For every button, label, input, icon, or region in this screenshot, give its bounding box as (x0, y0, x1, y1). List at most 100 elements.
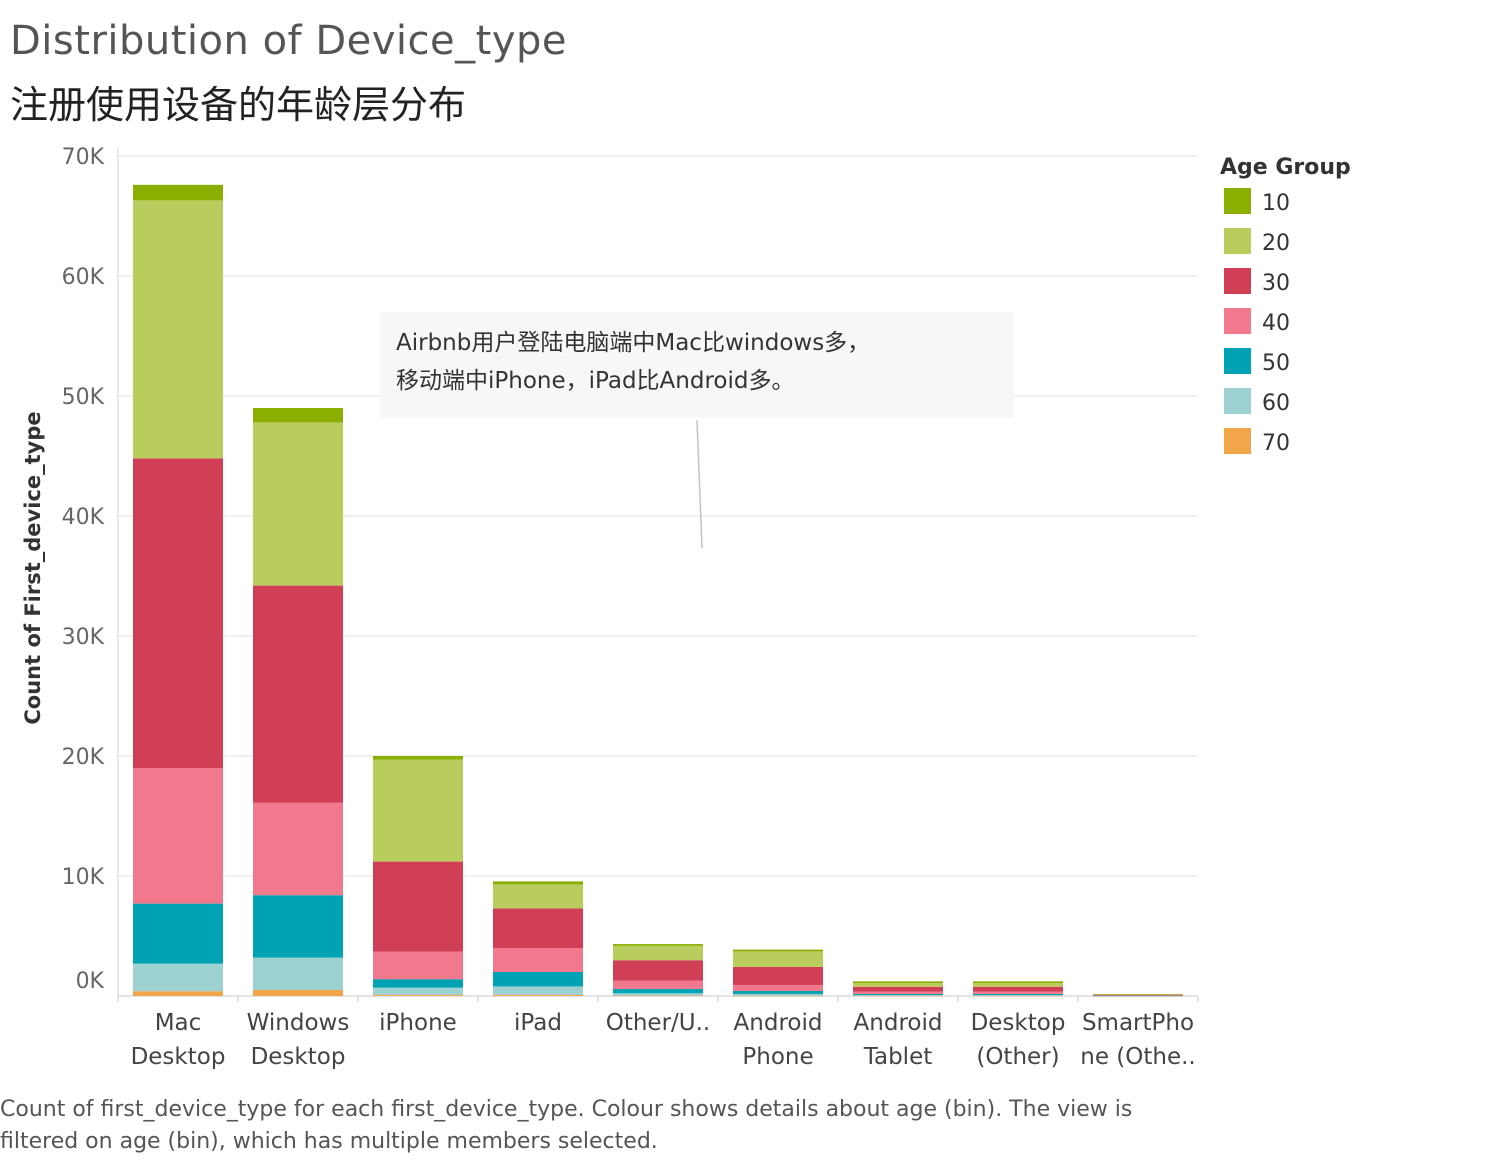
legend-label-10: 10 (1262, 191, 1290, 216)
bar-segment-age-40 (973, 991, 1063, 994)
bar-segment-age-20 (733, 951, 823, 967)
bar-segment-age-70 (853, 995, 943, 997)
x-tick-label: Windows Desktop (247, 1010, 350, 1070)
bar-segment-age-30 (973, 986, 1063, 992)
bar-segment-age-40 (853, 991, 943, 994)
bar-segment-age-50 (253, 895, 343, 958)
bar-segment-age-30 (253, 585, 343, 803)
y-tick-label: 50K (62, 385, 105, 410)
bar-segment-age-40 (733, 984, 823, 991)
bar-segment-age-50 (973, 993, 1063, 996)
bar-segment-age-70 (733, 995, 823, 997)
bar-segment-age-20 (253, 422, 343, 586)
bar-segment-age-40 (493, 948, 583, 972)
legend-swatch-40 (1224, 308, 1251, 334)
bar-segment-age-10 (253, 408, 343, 423)
legend-label-60: 60 (1262, 391, 1290, 416)
annotation-line-1: Airbnb用户登陆电脑端中Mac比windows多， (396, 330, 870, 356)
bar-segment-age-50 (853, 993, 943, 996)
bar-segment-age-10 (973, 981, 1063, 984)
stacked-bar-chart: 0K 10K 20K 30K 40K 50K 60K 70K Count of First_de… (21, 145, 1351, 1070)
bar-segment-age-40 (613, 980, 703, 990)
bar-segment-age-50 (373, 979, 463, 988)
bar-segment-age-10 (853, 981, 943, 984)
chart-title: Distribution of Device_type (10, 18, 567, 64)
legend-label-30: 30 (1262, 271, 1290, 296)
bar-segment-age-60 (133, 963, 223, 992)
bar-segment-age-50 (613, 989, 703, 994)
chart-subtitle: 注册使用设备的年龄层分布 (10, 83, 467, 127)
bar-segment-age-50 (733, 990, 823, 994)
annotation-pointer (696, 419, 703, 549)
bar-segment-age-50 (1093, 995, 1183, 997)
legend-label-70: 70 (1262, 431, 1290, 456)
bar-segment-age-20 (493, 884, 583, 909)
bar-segment-age-60 (613, 993, 703, 996)
bar-segment-age-70 (253, 990, 343, 996)
bar-segment-age-60 (373, 987, 463, 995)
y-tick-label: 10K (62, 865, 105, 890)
bar-segment-age-60 (853, 995, 943, 996)
x-tick-label: Android Phone (734, 1010, 823, 1070)
bar-segment-age-60 (253, 957, 343, 990)
legend-swatch-10 (1224, 188, 1251, 214)
bar-segment-age-10 (733, 949, 823, 952)
bar-segment-age-60 (493, 986, 583, 995)
bar-segment-age-30 (493, 908, 583, 948)
y-axis-title: Count of First_device_type (21, 411, 45, 724)
bar-segment-age-70 (133, 991, 223, 996)
legend-label-50: 50 (1262, 351, 1290, 376)
bar-segment-age-50 (133, 903, 223, 964)
caption-line-1: Count of first_device_type for each firs… (0, 1097, 1133, 1122)
bar-segment-age-20 (853, 983, 943, 987)
bar-segment-age-40 (133, 768, 223, 904)
x-tick-label: iPad (514, 1010, 562, 1036)
bar-segment-age-70 (973, 995, 1063, 997)
y-tick-label: 30K (62, 625, 105, 650)
x-tick-label: iPhone (379, 1010, 457, 1036)
annotation-line-2: 移动端中iPhone，iPad比Android多。 (396, 368, 794, 394)
bar-segment-age-40 (1093, 995, 1183, 996)
bar-segment-age-30 (1093, 994, 1183, 996)
bar-segment-age-20 (613, 945, 703, 961)
bar-segment-age-70 (493, 994, 583, 996)
bar-segment-age-30 (133, 458, 223, 768)
bar-segment-age-60 (733, 993, 823, 996)
caption-line-2: filtered on age (bin), which has multipl… (0, 1129, 658, 1154)
legend-label-40: 40 (1262, 311, 1290, 336)
legend-title: Age Group (1220, 155, 1351, 180)
y-tick-label: 60K (62, 265, 105, 290)
bar-segment-age-60 (973, 995, 1063, 996)
x-tick-label: Desktop (Other) (971, 1010, 1066, 1070)
bar-segment-age-30 (853, 986, 943, 992)
bar-segment-age-40 (253, 802, 343, 896)
bar-segment-age-20 (973, 983, 1063, 987)
bar-segment-age-30 (613, 960, 703, 981)
y-tick-label: 70K (62, 145, 105, 170)
bar-segment-age-10 (1093, 994, 1183, 995)
legend-swatch-20 (1224, 228, 1251, 254)
x-tick-label: Mac Desktop (131, 1010, 226, 1070)
bar-segment-age-50 (493, 972, 583, 987)
bar-segment-age-10 (133, 184, 223, 201)
bar-segment-age-30 (733, 966, 823, 985)
chart-caption: Count of first_device_type for each firs… (0, 1094, 1240, 1158)
bar-segment-age-40 (373, 951, 463, 980)
bar-segment-age-70 (613, 995, 703, 997)
legend-swatch-70 (1224, 428, 1251, 454)
x-tick-label: Other/U.. (606, 1010, 711, 1036)
y-tick-label: 0K (76, 969, 105, 994)
y-tick-label: 20K (62, 745, 105, 770)
bar-segment-age-10 (493, 881, 583, 885)
annotation-box (380, 312, 1014, 418)
bar-segment-age-20 (373, 759, 463, 862)
y-tick-label: 40K (62, 505, 105, 530)
x-tick-label: Android Tablet (854, 1010, 943, 1070)
legend-swatch-30 (1224, 268, 1251, 294)
bar-segment-age-10 (613, 944, 703, 946)
bar-segment-age-10 (373, 756, 463, 760)
legend-label-20: 20 (1262, 231, 1290, 256)
bar-segment-age-30 (373, 861, 463, 952)
legend-swatch-50 (1224, 348, 1251, 374)
bar-segment-age-20 (133, 200, 223, 459)
